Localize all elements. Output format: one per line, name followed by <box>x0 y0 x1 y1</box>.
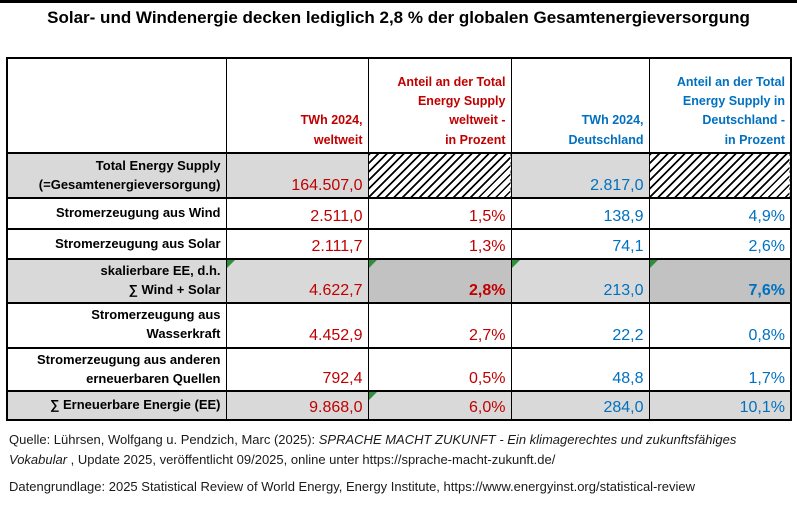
cell-anteil-weltweit: 0,5% <box>367 346 512 393</box>
source-line: Quelle: Lührsen, Wolfgang u. Pendzich, M… <box>9 430 789 469</box>
row-label: Stromerzeugung aus Wind <box>6 197 227 230</box>
page-title: Solar- und Windenergie decken lediglich … <box>47 8 750 27</box>
cell-twh-weltweit: 4.452,9 <box>225 301 369 349</box>
cell-twh-weltweit: 164.507,0 <box>225 152 369 199</box>
cell-anteil-weltweit: 1,3% <box>367 228 512 260</box>
cell-anteil-weltweit: 2,8% <box>367 258 512 304</box>
cell-twh-weltweit: 2.111,7 <box>225 228 369 260</box>
source-prefix: Quelle: Lührsen, Wolfgang u. Pendzich, M… <box>9 432 319 447</box>
cell-twh-deutschland: 213,0 <box>510 258 650 304</box>
cell-anteil-deutschland: 1,7% <box>648 346 792 393</box>
header-empty-cell <box>6 57 227 154</box>
cell-twh-weltweit: 2.511,0 <box>225 197 369 230</box>
cell-anteil-deutschland: 2,6% <box>648 228 792 260</box>
cell-twh-deutschland: 22,2 <box>510 301 650 349</box>
cell-twh-deutschland: 74,1 <box>510 228 650 260</box>
energy-table: TWh 2024, weltweit Anteil an der Total E… <box>6 57 792 422</box>
hatched-cell <box>367 152 512 199</box>
cell-anteil-weltweit: 2,7% <box>367 301 512 349</box>
cell-anteil-deutschland: 7,6% <box>648 258 792 304</box>
cell-twh-weltweit: 792,4 <box>225 346 369 393</box>
cell-anteil-deutschland: 0,8% <box>648 301 792 349</box>
header-twh-weltweit: TWh 2024, weltweit <box>225 57 369 154</box>
source-title-italic: SPRACHE MACHT ZUKUNFT - Ein klimagerecht… <box>9 432 737 467</box>
row-wasserkraft: Stromerzeugung aus Wasserkraft 4.452,9 2… <box>6 301 792 349</box>
row-label: Stromerzeugung aus Wasserkraft <box>6 301 227 349</box>
row-label: ∑ Erneuerbare Energie (EE) <box>6 390 227 422</box>
row-summe-erneuerbare: ∑ Erneuerbare Energie (EE) 9.868,0 6,0% … <box>6 390 792 422</box>
row-total-energy-supply: Total Energy Supply (=Gesamtenergieverso… <box>6 152 792 199</box>
row-andere-erneuerbare: Stromerzeugung aus anderen erneuerbaren … <box>6 346 792 393</box>
header-twh-deutschland: TWh 2024, Deutschland <box>510 57 650 154</box>
cell-anteil-weltweit: 1,5% <box>367 197 512 230</box>
cell-anteil-deutschland: 10,1% <box>648 390 792 422</box>
cell-twh-deutschland: 2.817,0 <box>510 152 650 199</box>
row-solar: Stromerzeugung aus Solar 2.111,7 1,3% 74… <box>6 228 792 260</box>
row-label: skalierbare EE, d.h. ∑ Wind + Solar <box>6 258 227 304</box>
hatched-cell <box>648 152 792 199</box>
cell-twh-weltweit: 9.868,0 <box>225 390 369 422</box>
cell-anteil-deutschland: 4,9% <box>648 197 792 230</box>
row-label: Stromerzeugung aus anderen erneuerbaren … <box>6 346 227 393</box>
footer: Quelle: Lührsen, Wolfgang u. Pendzich, M… <box>9 430 789 505</box>
row-wind-plus-solar: skalierbare EE, d.h. ∑ Wind + Solar 4.62… <box>6 258 792 304</box>
header-anteil-deutschland: Anteil an der Total Energy Supply in Deu… <box>648 57 792 154</box>
cell-anteil-weltweit: 6,0% <box>367 390 512 422</box>
data-basis-line: Datengrundlage: 2025 Statistical Review … <box>9 479 695 494</box>
row-label: Stromerzeugung aus Solar <box>6 228 227 260</box>
cell-twh-deutschland: 48,8 <box>510 346 650 393</box>
row-label: Total Energy Supply (=Gesamtenergieverso… <box>6 152 227 199</box>
cell-twh-deutschland: 284,0 <box>510 390 650 422</box>
top-divider <box>0 0 797 3</box>
row-wind: Stromerzeugung aus Wind 2.511,0 1,5% 138… <box>6 197 792 230</box>
cell-twh-weltweit: 4.622,7 <box>225 258 369 304</box>
cell-twh-deutschland: 138,9 <box>510 197 650 230</box>
header-row: TWh 2024, weltweit Anteil an der Total E… <box>6 57 792 154</box>
header-anteil-weltweit: Anteil an der Total Energy Supply weltwe… <box>367 57 512 154</box>
source-suffix: , Update 2025, veröffentlicht 09/2025, o… <box>67 451 556 467</box>
